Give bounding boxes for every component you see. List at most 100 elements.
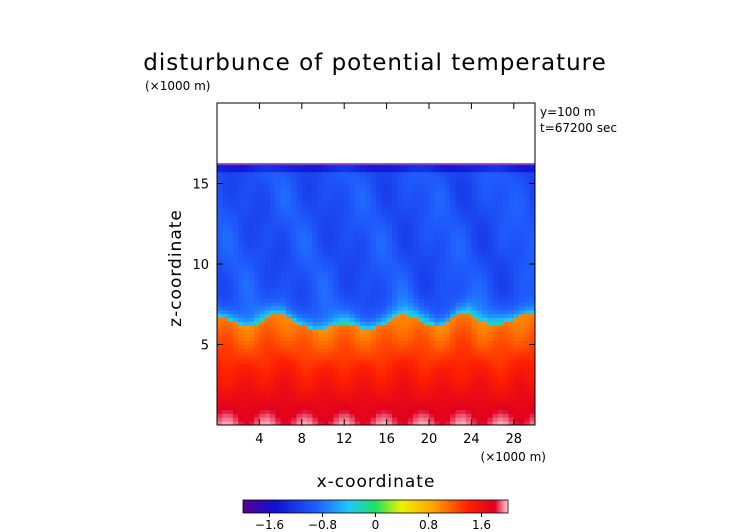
heatmap-cell — [270, 191, 276, 196]
heatmap-cell — [370, 244, 377, 249]
heatmap-cell — [524, 267, 531, 272]
heatmap-cell — [217, 244, 223, 249]
heatmap-cell — [460, 183, 467, 188]
x-tick-label: 28 — [506, 432, 523, 447]
heatmap-cell — [529, 183, 535, 188]
heatmap-cell — [444, 171, 451, 177]
heatmap-cell — [259, 386, 266, 391]
heatmap-cell — [323, 283, 329, 288]
heatmap-cell — [344, 256, 350, 261]
heatmap-cell — [307, 390, 313, 395]
heatmap-cell — [381, 275, 387, 280]
heatmap-cell — [524, 198, 531, 203]
heatmap-cell — [407, 279, 414, 284]
heatmap-cell — [365, 378, 372, 384]
heatmap-cell — [296, 317, 303, 322]
heatmap-cell — [365, 340, 372, 345]
heatmap-cell — [466, 263, 472, 269]
heatmap-cell — [423, 187, 430, 192]
heatmap-cell — [222, 417, 228, 422]
heatmap-cell — [280, 313, 287, 319]
heatmap-cell — [275, 164, 281, 169]
heatmap-cell — [285, 302, 292, 307]
heatmap-cell — [291, 417, 297, 422]
heatmap-cell — [291, 271, 297, 276]
heatmap-cell — [248, 256, 255, 261]
heatmap-cell — [344, 421, 350, 425]
heatmap-cell — [413, 375, 419, 380]
heatmap-cell — [418, 413, 425, 418]
heatmap-cell — [524, 210, 531, 215]
heatmap-cell — [275, 336, 281, 342]
heatmap-cell — [376, 344, 382, 349]
heatmap-cell — [397, 210, 403, 215]
heatmap-cell — [519, 352, 525, 357]
heatmap-cell — [370, 378, 377, 384]
heatmap-cell — [503, 175, 509, 180]
heatmap-cell — [259, 298, 266, 303]
heatmap-cell — [482, 279, 488, 284]
heatmap-cell — [344, 283, 350, 288]
heatmap-cell — [275, 317, 281, 322]
heatmap-cell — [312, 336, 319, 342]
heatmap-cell — [354, 417, 361, 422]
heatmap-cell — [333, 275, 340, 280]
heatmap-cell — [423, 382, 430, 388]
heatmap-cell — [376, 267, 382, 272]
heatmap-cell — [259, 191, 266, 196]
heatmap-cell — [434, 248, 440, 253]
heatmap-cell — [386, 340, 393, 345]
heatmap-cell — [291, 229, 297, 234]
heatmap-cell — [254, 359, 260, 365]
heatmap-cell — [280, 294, 287, 299]
heatmap-cell — [280, 359, 287, 365]
heatmap-cell — [270, 244, 276, 249]
heatmap-cell — [423, 225, 430, 230]
heatmap-cell — [529, 171, 535, 177]
heatmap-cell — [227, 168, 234, 173]
heatmap-cell — [439, 332, 446, 338]
heatmap-cell — [413, 214, 419, 219]
heatmap-cell — [439, 367, 446, 372]
heatmap-cell — [328, 198, 334, 203]
heatmap-cell — [259, 217, 266, 223]
heatmap-cell — [317, 191, 324, 196]
heatmap-cell — [455, 206, 462, 211]
heatmap-cell — [232, 248, 239, 253]
heatmap-cell — [407, 286, 414, 292]
heatmap-cell — [519, 298, 525, 303]
heatmap-cell — [264, 344, 271, 349]
heatmap-cell — [280, 164, 287, 169]
heatmap-cell — [264, 340, 271, 345]
heatmap-cell — [397, 394, 403, 399]
heatmap-cell — [217, 421, 223, 425]
heatmap-cell — [333, 263, 340, 269]
heatmap-cell — [497, 386, 504, 391]
heatmap-cell — [333, 375, 340, 380]
heatmap-cell — [349, 306, 356, 311]
heatmap-cell — [476, 240, 483, 246]
heatmap-cell — [450, 171, 456, 177]
heatmap-cell — [450, 332, 456, 338]
heatmap-cell — [397, 233, 403, 238]
heatmap-cell — [434, 417, 440, 422]
heatmap-cell — [482, 294, 488, 299]
heatmap-cell — [323, 421, 329, 425]
heatmap-cell — [365, 221, 372, 226]
heatmap-cell — [259, 244, 266, 249]
heatmap-cell — [444, 390, 451, 395]
heatmap-cell — [450, 359, 456, 365]
heatmap-cell — [280, 332, 287, 338]
heatmap-cell — [227, 329, 234, 334]
heatmap-cell — [492, 306, 499, 311]
heatmap-cell — [217, 168, 223, 173]
heatmap-cell — [344, 229, 350, 234]
heatmap-cell — [328, 352, 334, 357]
heatmap-cell — [471, 352, 478, 357]
heatmap-cell — [301, 401, 308, 407]
heatmap-cell — [402, 206, 409, 211]
heatmap-cell — [227, 290, 234, 295]
heatmap-cell — [407, 225, 414, 230]
heatmap-cell — [280, 210, 287, 215]
heatmap-cell — [386, 191, 393, 196]
